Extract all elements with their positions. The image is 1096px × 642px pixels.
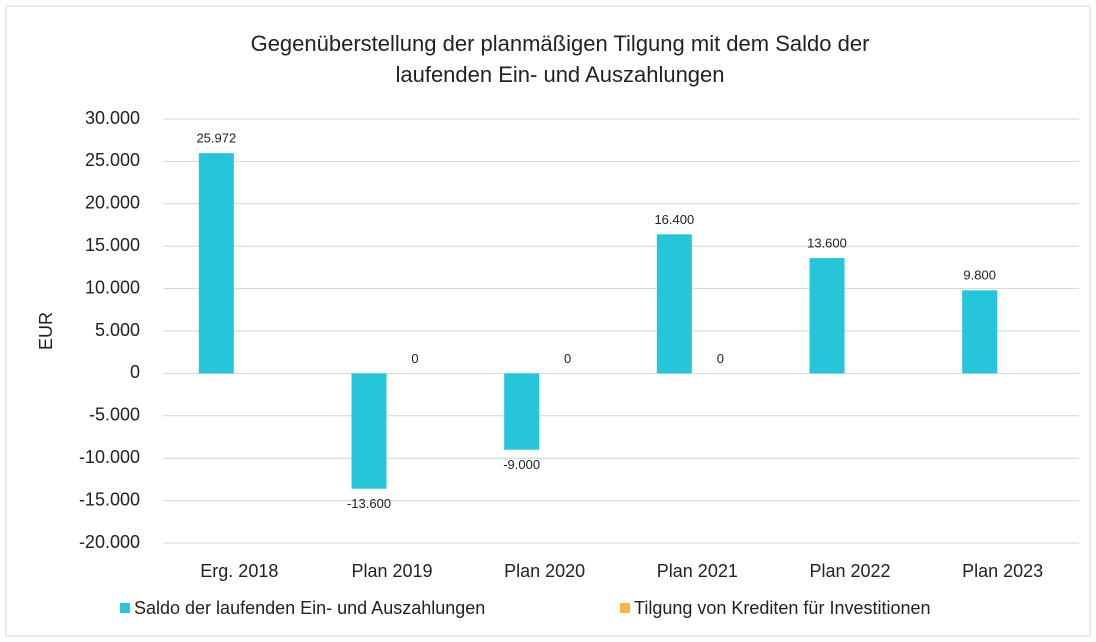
legend-swatch (120, 603, 130, 613)
bar (504, 373, 540, 450)
legend-label: Tilgung von Krediten für Investitionen (634, 598, 931, 618)
data-label: 0 (564, 351, 571, 366)
x-tick-label: Plan 2023 (962, 561, 1043, 581)
bar (962, 290, 998, 374)
data-label: 0 (411, 351, 418, 366)
data-label: -9.000 (503, 457, 540, 472)
bar (351, 373, 387, 489)
data-label: -13.600 (347, 496, 391, 511)
y-tick-label: 10.000 (85, 277, 140, 297)
data-label: 25.972 (196, 131, 236, 146)
data-label: 16.400 (654, 212, 694, 227)
data-label: 13.600 (807, 236, 847, 251)
y-tick-label: 25.000 (85, 150, 140, 170)
y-tick-label: -15.000 (79, 489, 140, 509)
data-label: 9.800 (963, 268, 996, 283)
x-tick-label: Erg. 2018 (200, 561, 278, 581)
bar (656, 234, 692, 374)
chart-frame (5, 5, 1091, 637)
x-tick-label: Plan 2019 (351, 561, 432, 581)
x-tick-label: Plan 2021 (657, 561, 738, 581)
y-tick-label: 5.000 (95, 320, 140, 340)
chart-subtitle: laufenden Ein- und Auszahlungen (395, 62, 724, 87)
legend-label: Saldo der laufenden Ein- und Auszahlunge… (134, 598, 485, 618)
legend-swatch (620, 603, 630, 613)
bar (809, 258, 845, 374)
y-tick-label: 0 (130, 362, 140, 382)
y-axis-label: EUR (36, 312, 56, 350)
data-label: 0 (717, 351, 724, 366)
x-tick-label: Plan 2020 (504, 561, 585, 581)
x-tick-label: Plan 2022 (809, 561, 890, 581)
y-tick-label: 20.000 (85, 193, 140, 213)
bar (198, 153, 234, 374)
y-tick-label: 15.000 (85, 235, 140, 255)
chart-title: Gegenüberstellung der planmäßigen Tilgun… (251, 31, 870, 56)
y-tick-label: 30.000 (85, 108, 140, 128)
y-tick-label: -5.000 (89, 405, 140, 425)
y-tick-label: -10.000 (79, 447, 140, 467)
y-tick-label: -20.000 (79, 532, 140, 552)
